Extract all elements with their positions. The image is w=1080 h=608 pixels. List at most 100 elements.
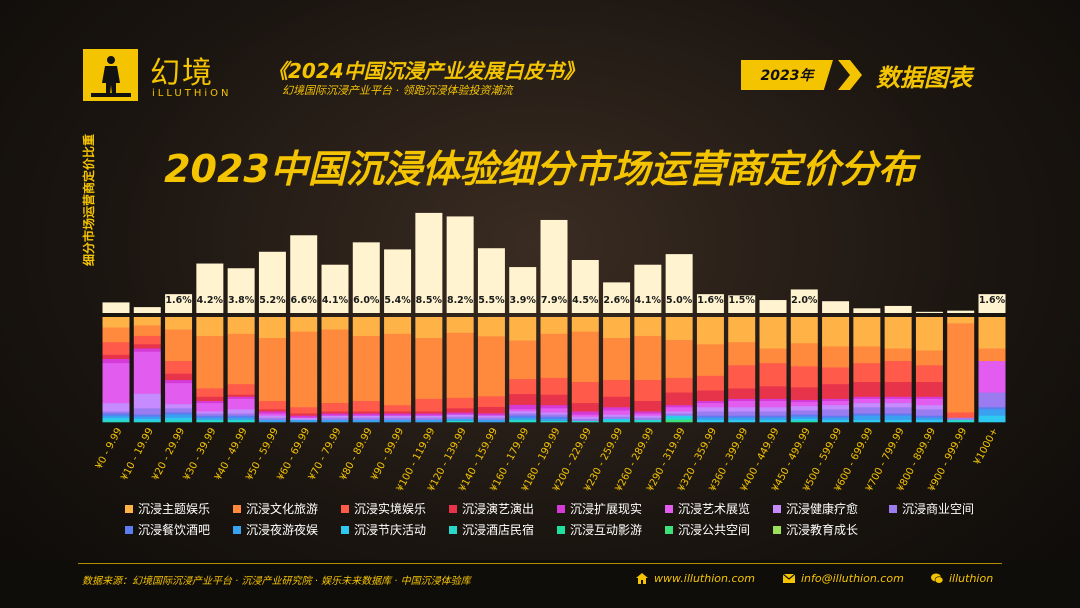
stack-segment [196,388,224,398]
stack-segment [196,411,224,414]
stack-segment [227,384,255,395]
legend-swatch [341,504,349,513]
stack-segment [790,399,818,403]
x-tick-label: ¥10 - 19.99 [119,426,156,482]
stack-segment [696,417,724,421]
stack-segment [102,327,130,343]
stack-segment [290,419,318,423]
stack-segment [102,411,130,414]
share-value-label: 4.2% [197,295,224,306]
share-bar [947,310,975,313]
share-bar [759,300,787,313]
stack-segment [603,396,631,408]
stack-segment [133,408,161,415]
stack-segment [728,415,756,419]
stack-segment [227,413,255,416]
stack-segment [509,317,537,341]
stack-segment [665,415,693,419]
stack-segment [759,401,787,408]
legend-label: 沉浸文化旅游 [246,502,319,516]
stack-segment [634,411,662,414]
stack-segment [947,317,975,324]
stack-segment [696,419,724,423]
stack-segment [258,413,286,416]
stack-segment [884,361,912,383]
x-tick-label: ¥70 - 79.99 [307,426,344,482]
stack-segment [822,417,850,421]
x-tick-label: ¥0 - 9.99 [94,426,125,471]
stack-segment [728,419,756,423]
stack-segment [759,417,787,421]
stack-segment [165,383,193,405]
stack-segment [915,396,943,400]
stack-segment [258,401,286,410]
stack-segment [978,317,1006,349]
stack-segment [133,414,161,418]
share-bar [384,249,412,313]
share-value-label: 2.6% [603,295,630,306]
stack-segment [509,379,537,395]
stack-segment [509,394,537,406]
stack-segment [634,335,662,381]
legend-label: 沉浸酒店民宿 [462,523,535,537]
stack-segment [634,419,662,423]
stack-segment [290,417,318,421]
website-link[interactable]: www.illuthion.com [636,572,755,585]
stack-segment [603,414,631,418]
stack-segment [227,415,255,419]
stack-segment [384,411,412,414]
share-bar [665,254,693,313]
stack-segment [133,393,161,409]
stack-segment [603,410,631,415]
stack-segment [102,342,130,356]
share-bar [790,289,818,313]
stack-segment [947,412,975,419]
legend-label: 沉浸夜游夜娱 [246,523,319,537]
stack-segment [352,335,380,402]
stack-segment [728,401,756,408]
stack-segment [102,354,130,360]
stack-segment [728,417,756,421]
share-value-label: 5.4% [384,295,411,306]
x-tick-label: ¥90 - 99.99 [369,426,406,482]
stack-segment [540,412,568,415]
year-badge: 2023年 [741,60,833,90]
stack-segment [853,317,881,347]
email-text: info@illuthion.com [801,572,904,585]
stack-segment [384,419,412,423]
stack-segment [790,343,818,367]
stack-segment [227,333,255,385]
stack-segment [915,405,943,410]
share-bar [352,242,380,313]
stack-segment [196,396,224,402]
stack-segment [822,415,850,419]
legend-swatch [449,525,457,534]
wechat-text: illuthion [949,572,994,585]
wechat-link[interactable]: illuthion [931,572,993,585]
stack-segment [509,409,537,412]
stack-segment [634,413,662,416]
stack-segment [165,329,193,362]
share-bar [603,282,631,313]
stack-segment [853,382,881,398]
stack-segment [603,416,631,420]
legend-item: 沉浸商业空间 [889,500,974,517]
stack-segment [603,418,631,422]
stack-segment [540,405,568,409]
stack-segment [102,363,130,404]
stack-segment [822,419,850,423]
email-link[interactable]: info@illuthion.com [783,572,904,585]
legend-swatch [557,504,565,513]
stack-segment [915,409,943,416]
legend-swatch [341,525,349,534]
stack-segment [165,417,193,421]
stack-segment [540,418,568,422]
stack-segment [884,317,912,349]
legend-label: 沉浸商业空间 [902,502,975,516]
legend-label: 沉浸节庆活动 [354,523,427,537]
stack-segment [634,380,662,402]
stack-segment [571,331,599,383]
legend-swatch [125,525,133,534]
stack-segment [227,394,255,398]
share-value-label: 6.0% [353,295,380,306]
